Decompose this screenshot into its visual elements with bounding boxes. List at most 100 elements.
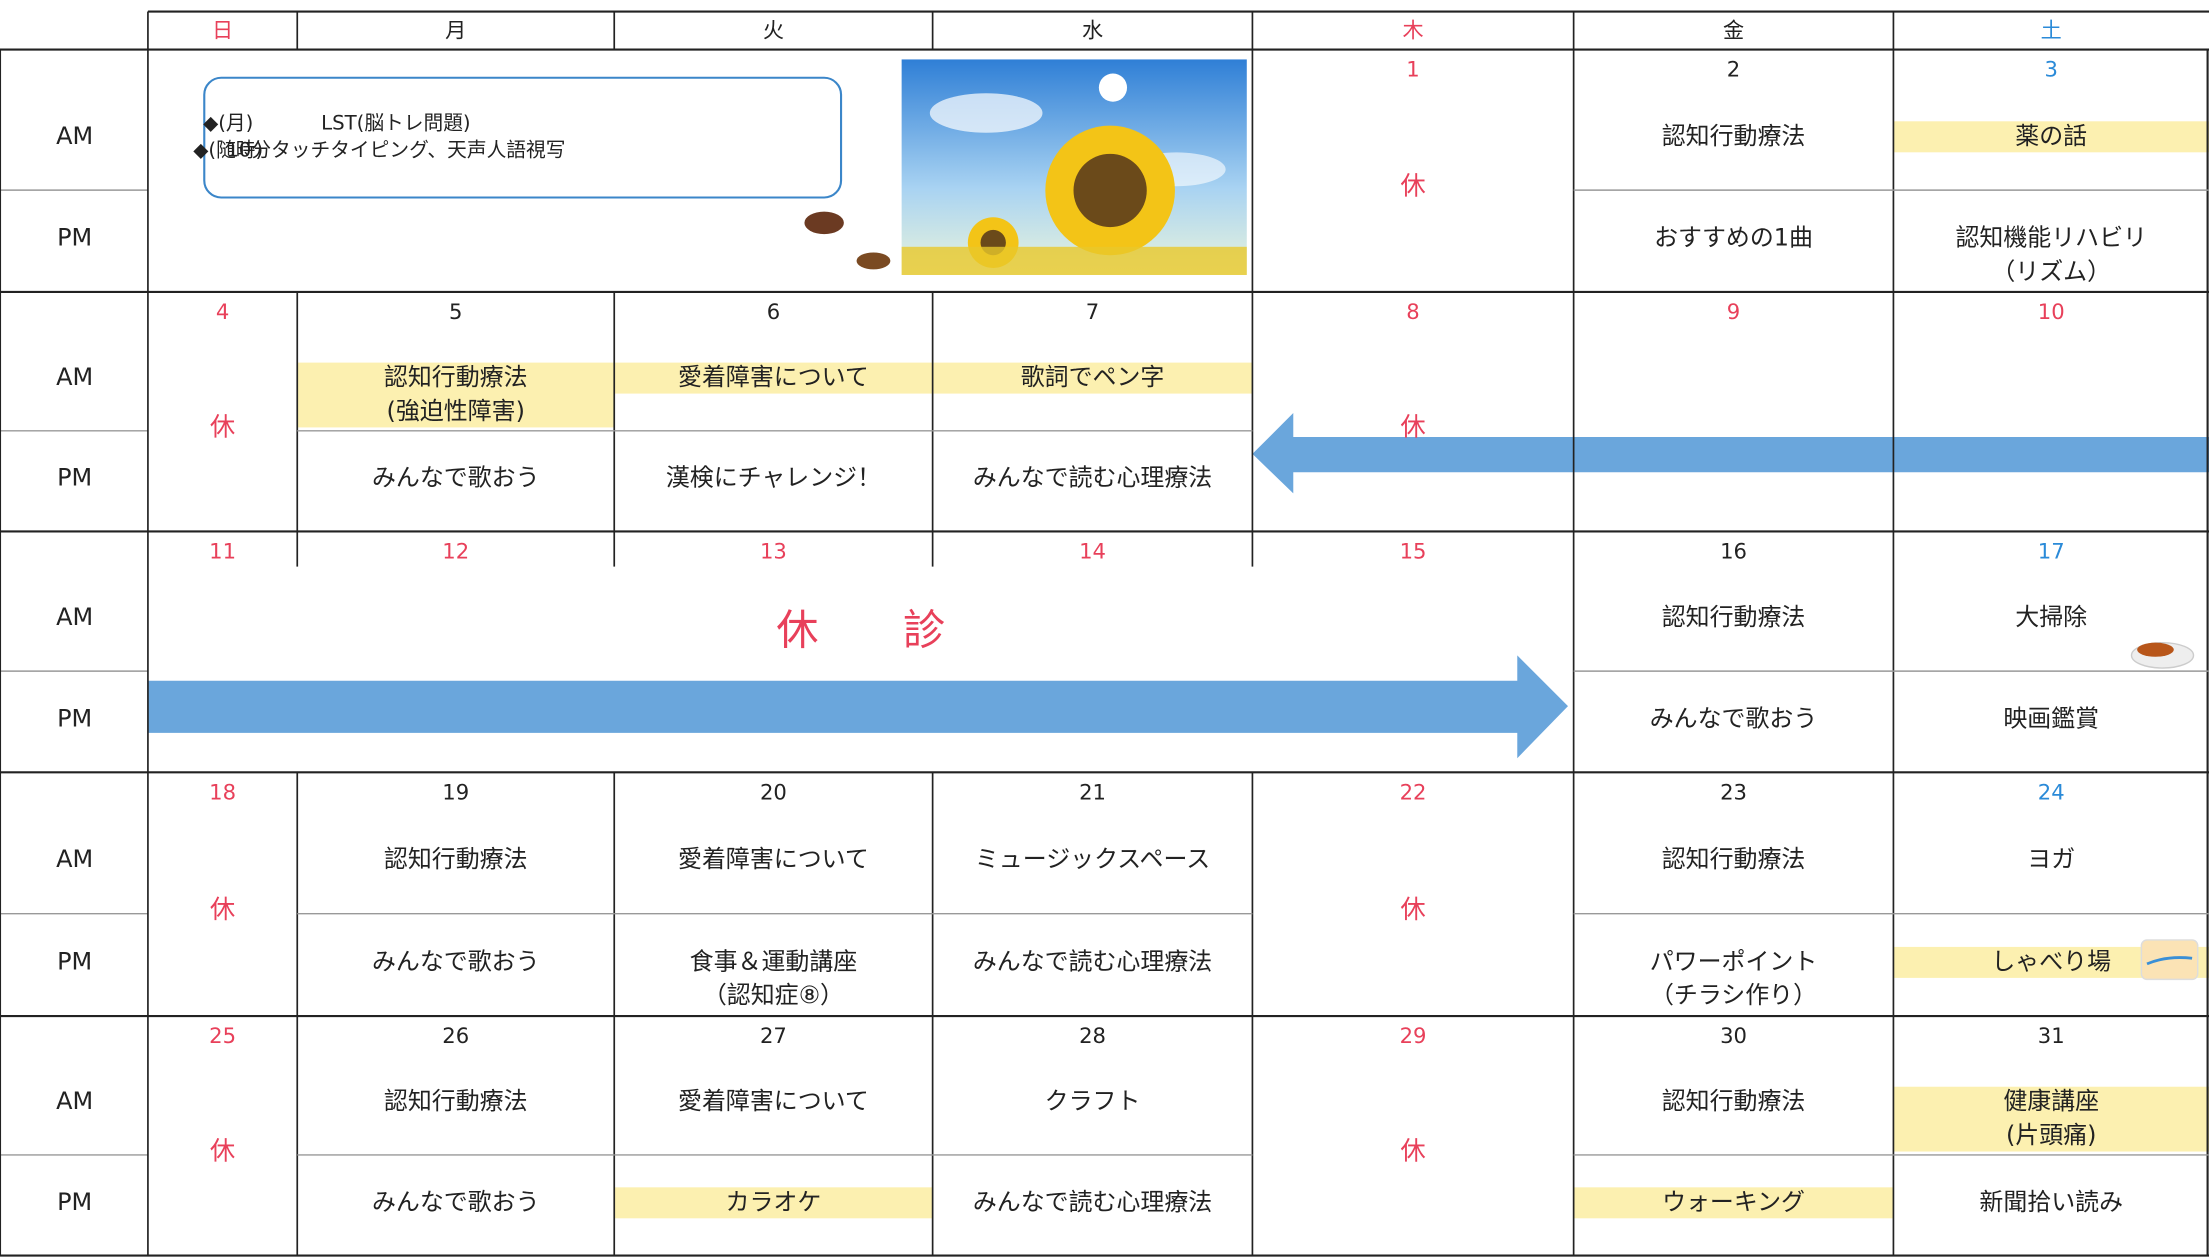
- row-label: PM: [57, 947, 92, 975]
- highlight: [614, 362, 933, 394]
- activity: (片頭痛): [2006, 1121, 2097, 1149]
- highlight: [1893, 121, 2209, 153]
- date-number: 15: [1400, 539, 1427, 564]
- highlight: [932, 362, 1253, 394]
- activity: みんなで歌おう: [372, 947, 540, 975]
- activity: 認知行動療法: [384, 363, 528, 391]
- date-number: 7: [1086, 299, 1099, 324]
- date-number: 20: [760, 779, 787, 804]
- activity: クラフト: [1045, 1087, 1141, 1115]
- activity: （認知症⑧）: [703, 981, 844, 1009]
- activity: （チラシ作り）: [1650, 981, 1817, 1009]
- date-number: 6: [767, 299, 780, 324]
- date-number: 10: [2038, 299, 2065, 324]
- sunflower-image: [901, 59, 1247, 275]
- highlight: [614, 1187, 933, 1219]
- row-label: AM: [56, 1087, 93, 1115]
- weekday-label: 土: [2041, 17, 2062, 42]
- date-number: 22: [1400, 779, 1427, 804]
- content-layer: 日 月 火 水 木 金 土 ◆(月) LST(脳トレ問題) ◆(随時)10分タッチタイピング、天声…: [0, 10, 2209, 1257]
- activity: おすすめの1曲: [1654, 224, 1813, 252]
- date-number: 30: [1720, 1023, 1747, 1048]
- activity: 健康講座: [2003, 1087, 2099, 1115]
- date-number: 17: [2038, 539, 2065, 564]
- notice-key: ◆(月): [203, 112, 253, 135]
- date-number: 2: [1727, 57, 1740, 82]
- date-number: 23: [1720, 779, 1747, 804]
- row-label: PM: [57, 704, 92, 732]
- closed-mark: 休: [1400, 894, 1425, 924]
- date-number: 18: [209, 779, 236, 804]
- date-number: 8: [1406, 299, 1419, 324]
- row-label: AM: [56, 603, 93, 631]
- date-number: 24: [2038, 779, 2065, 804]
- activity: 認知行動療法: [1662, 845, 1806, 873]
- date-number: 28: [1079, 1023, 1106, 1048]
- activity: みんなで歌おう: [1650, 704, 1818, 732]
- activity: 食事＆運動講座: [690, 947, 858, 975]
- activity: みんなで読む心理療法: [973, 464, 1212, 492]
- date-number: 4: [216, 299, 229, 324]
- activity: みんなで歌おう: [372, 1188, 540, 1216]
- date-number: 26: [442, 1023, 469, 1048]
- activity: 映画鑑賞: [2003, 704, 2099, 732]
- closed-mark: 休: [1400, 1136, 1425, 1166]
- background-layer: [297, 121, 2209, 1219]
- date-number: 14: [1079, 539, 1106, 564]
- highlight: [297, 362, 615, 428]
- activity: 薬の話: [2015, 122, 2087, 150]
- notice-text: LST(脳トレ問題): [321, 112, 471, 135]
- closed-mark: 休: [1400, 411, 1425, 441]
- activity: ミュージックスペース: [975, 845, 1210, 873]
- row-label: AM: [56, 363, 93, 391]
- notice-key: ◆(随時): [193, 139, 263, 162]
- activity: しゃべり場: [1991, 947, 2111, 975]
- activity: 愛着障害について: [678, 845, 869, 873]
- activity: 認知行動療法: [1662, 122, 1806, 150]
- activity: 認知機能リハビリ: [1955, 224, 2147, 252]
- date-number: 29: [1400, 1023, 1427, 1048]
- activity: 漢検にチャレンジ！: [666, 464, 881, 492]
- activity: 歌詞でペン字: [1021, 363, 1165, 391]
- highlight: [1893, 1086, 2209, 1152]
- activity: みんなで歌おう: [372, 464, 540, 492]
- activity: 認知行動療法: [384, 1087, 528, 1115]
- date-number: 16: [1720, 539, 1747, 564]
- date-number: 19: [442, 779, 469, 804]
- weekday-label: 木: [1402, 17, 1423, 42]
- activity: カラオケ: [726, 1188, 822, 1216]
- activity: みんなで読む心理療法: [973, 947, 1212, 975]
- activity: (強迫性障害): [387, 397, 525, 425]
- date-number: 9: [1727, 299, 1740, 324]
- closed-mark: 休: [210, 411, 235, 441]
- activity: 愛着障害について: [678, 363, 869, 391]
- activity: みんなで読む心理療法: [973, 1188, 1212, 1216]
- date-number: 12: [442, 539, 469, 564]
- notice-box: [203, 76, 843, 199]
- closed-mark: 休: [1400, 171, 1425, 201]
- closed-mark: 休: [210, 894, 235, 924]
- cup-image: [2140, 939, 2199, 981]
- weekday-label: 日: [212, 17, 233, 42]
- weekday-label: 火: [763, 17, 784, 42]
- row-label: AM: [56, 122, 93, 150]
- activity: 認知行動療法: [1662, 603, 1806, 631]
- date-number: 1: [1406, 57, 1419, 82]
- bowl-image: [2130, 641, 2195, 669]
- row-label: PM: [57, 464, 92, 492]
- activity: ウォーキング: [1662, 1188, 1805, 1216]
- activity: 大掃除: [2015, 603, 2087, 631]
- row-label: AM: [56, 845, 93, 873]
- right-arrow: [147, 655, 1568, 759]
- left-arrow: [1252, 413, 2209, 494]
- date-number: 27: [760, 1023, 787, 1048]
- date-number: 13: [760, 539, 787, 564]
- row-label: PM: [57, 1188, 92, 1216]
- weekday-label: 月: [445, 17, 466, 42]
- row-label: PM: [57, 224, 92, 252]
- weekday-label: 金: [1723, 17, 1744, 42]
- beetle-images: [804, 211, 891, 270]
- notice-text: 10分タッチタイピング、天声人語視写: [226, 139, 565, 162]
- closure-banner: 休 診: [776, 605, 945, 654]
